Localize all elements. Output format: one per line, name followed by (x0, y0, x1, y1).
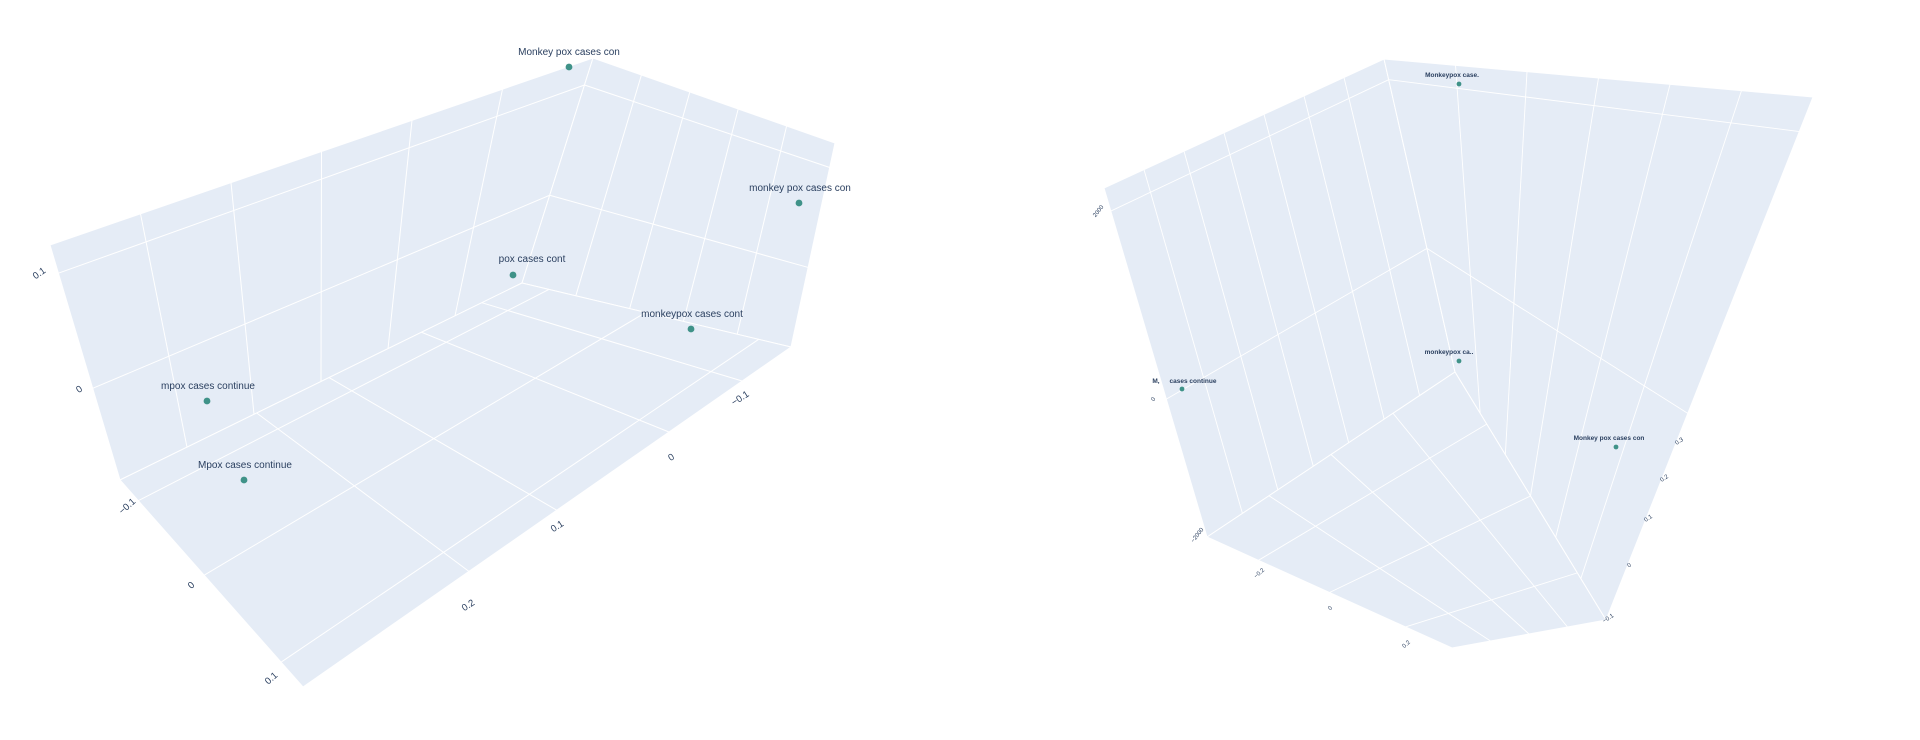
y-axis-tick-label: −0.1 (1602, 613, 1616, 625)
scatter-marker[interactable] (1179, 386, 1185, 392)
gridline (1330, 454, 1530, 635)
gridline (575, 74, 642, 296)
point-label: pox cases cont (499, 254, 566, 265)
scatter-marker[interactable] (565, 63, 573, 71)
y-axis-tick-label: 0.2 (460, 597, 477, 613)
scatter-marker[interactable] (203, 397, 211, 405)
y-axis-tick-label: 0.1 (549, 518, 566, 534)
y-axis-tick-label: 0 (666, 452, 676, 464)
point-label: cases continue (1170, 378, 1217, 385)
gridline (1143, 169, 1243, 514)
y-axis-tick-label: 0.2 (1659, 474, 1670, 484)
data-point[interactable]: monkeypox ca.. (1425, 349, 1474, 364)
point-label: Mpox cases continue (198, 460, 292, 471)
z-axis-tick-label: 0.1 (31, 265, 48, 282)
gridline (629, 91, 691, 309)
z-axis-tick-label: 2000 (1092, 204, 1105, 219)
gridline (1530, 77, 1599, 497)
x-axis-tick-label: 0 (1327, 605, 1334, 612)
point-label: monkeypox ca.. (1425, 349, 1474, 356)
scatter-marker[interactable] (1456, 358, 1462, 364)
y-axis-tick-label: 0.3 (1674, 437, 1685, 447)
scatter-marker[interactable] (509, 271, 517, 279)
scene-floor (1206, 371, 1607, 649)
data-point[interactable]: pox cases cont (499, 254, 566, 279)
scatter-marker[interactable] (795, 199, 803, 207)
gridline (549, 194, 809, 268)
gridline (736, 125, 788, 335)
data-point[interactable]: Mpox cases continue (198, 460, 292, 484)
gridline (58, 84, 585, 274)
gridline (1223, 132, 1314, 467)
gridline (1504, 71, 1528, 455)
gridline (387, 120, 413, 349)
gridline (230, 182, 255, 415)
gridline (256, 412, 470, 572)
gridline (280, 338, 759, 663)
point-label-fragment: M, (1152, 378, 1159, 385)
y-axis-tick-label: −0.1 (730, 389, 752, 408)
gridline (1263, 114, 1350, 443)
gridline (1166, 247, 1428, 400)
gridline (328, 377, 558, 511)
scatter-marker[interactable] (240, 476, 248, 484)
data-point[interactable]: Monkey pox cases con (518, 47, 620, 71)
x-axis-tick-label: −0.1 (117, 496, 138, 517)
gridline (682, 108, 739, 322)
x-axis-tick-label: −0.2 (1253, 567, 1266, 580)
z-axis-tick-label: −2000 (1190, 527, 1206, 544)
gridline (1343, 77, 1421, 396)
gridline (1110, 79, 1389, 212)
gridline (454, 89, 503, 316)
scatter-marker[interactable] (687, 325, 695, 333)
gridline (1426, 247, 1689, 414)
gridline (138, 288, 550, 502)
gridline (1555, 84, 1671, 538)
data-point[interactable]: mpox cases continue (161, 381, 255, 405)
gridline (203, 312, 646, 576)
point-label: Monkey pox cases con (518, 47, 620, 58)
gridline (92, 194, 550, 389)
gridline (1303, 95, 1385, 420)
gridline (421, 331, 670, 433)
scatter3d-scene-left[interactable]: 0.1 0 −0.1 0 0.1 0.2 0.1 0 −0.1 Monkey pox cases … (31, 47, 851, 688)
data-point[interactable]: Monkey pox cases con (1574, 435, 1645, 450)
x-axis-tick-label: 0.1 (263, 670, 280, 687)
point-label: Monkey pox cases con (1574, 435, 1645, 442)
gridline (1268, 495, 1491, 642)
data-point[interactable]: monkeypox cases cont (641, 309, 743, 333)
point-label: mpox cases continue (161, 381, 255, 392)
point-label: monkeypox cases cont (641, 309, 743, 320)
gridline (320, 151, 322, 382)
gridline (140, 213, 188, 448)
point-label: Monkeypox case. (1425, 72, 1479, 79)
gridline (1183, 151, 1279, 490)
data-point[interactable]: cases continue M, (1152, 378, 1217, 392)
y-axis-tick-label: 0.1 (1643, 514, 1654, 524)
data-point[interactable]: monkey pox cases con (749, 183, 851, 207)
scatter-marker[interactable] (1613, 444, 1619, 450)
point-label: monkey pox cases con (749, 183, 851, 194)
gridline (584, 84, 830, 168)
gridline (1388, 79, 1800, 132)
y-axis-tick-label: 0 (1627, 562, 1634, 569)
z-axis-tick-label: 0 (74, 384, 85, 396)
data-point[interactable]: Monkeypox case. (1425, 72, 1479, 87)
gridline (1580, 90, 1742, 579)
gridline (481, 302, 743, 382)
x-axis-tick-label: 0 (186, 580, 197, 592)
scatter-marker[interactable] (1456, 81, 1462, 87)
scatter3d-scene-right[interactable]: 2000 0 −2000 −0.2 0 0.2 0.3 0.2 0.1 0 −0.1 Monkeypo… (1092, 58, 1814, 650)
gridline (1392, 412, 1568, 628)
z-axis-tick-label: 0 (1150, 396, 1157, 403)
x-axis-tick-label: 0.2 (1402, 639, 1413, 649)
gridline (1455, 65, 1481, 414)
